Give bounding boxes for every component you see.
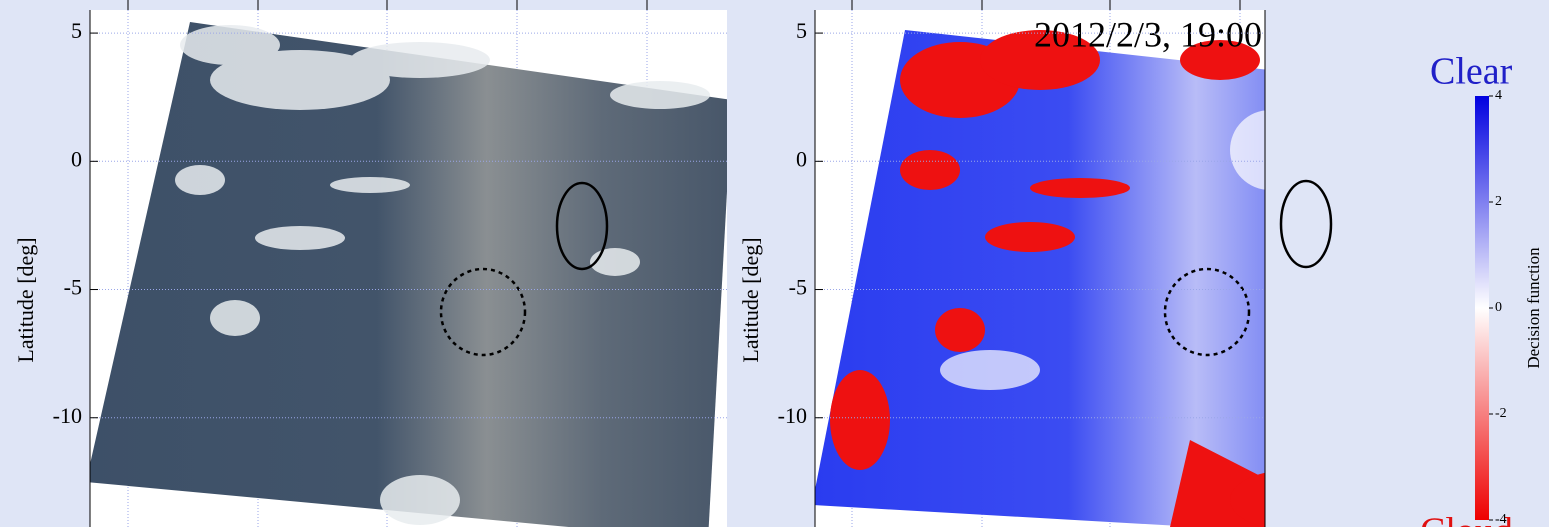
colorbar-tick-label: 0	[1495, 300, 1502, 315]
y-tick-label: -5	[789, 275, 807, 300]
figure: 2012/2/3, 19:00 Clear Cloud Decision fun…	[0, 0, 1549, 527]
colorbar-tick-label: 4	[1495, 88, 1502, 103]
colorbar-label: Decision function	[1524, 247, 1543, 369]
page: 2012/2/3, 19:00 Clear Cloud Decision fun…	[0, 0, 1549, 527]
colorbar	[1475, 96, 1489, 520]
satellite-image	[86, 22, 732, 527]
y-tick-label: 0	[796, 146, 807, 171]
y-tick-label: 5	[796, 18, 807, 43]
y-tick-label: 5	[71, 18, 82, 43]
colorbar-tick-label: -2	[1495, 406, 1507, 421]
y-axis-label: Latitude [deg]	[738, 237, 763, 362]
colorbar-tick-label: 2	[1495, 194, 1502, 209]
y-tick-label: -10	[53, 403, 82, 428]
y-tick-label: -5	[64, 275, 82, 300]
panel-title: 2012/2/3, 19:00	[1034, 14, 1262, 54]
y-tick-label: 0	[71, 146, 82, 171]
colorbar-top-label: Clear	[1430, 51, 1513, 93]
y-tick-label: -10	[778, 403, 807, 428]
y-axis-label: Latitude [deg]	[13, 237, 38, 362]
colorbar-tick-label: -4	[1495, 512, 1507, 527]
